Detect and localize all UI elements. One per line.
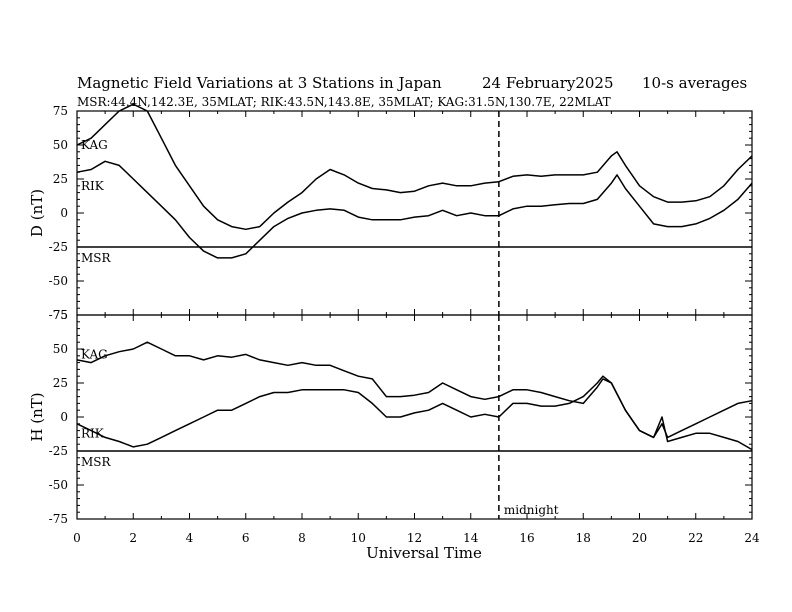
d-series-label-msr: MSR [81, 251, 112, 265]
d-y-tick-label: -75 [49, 308, 68, 322]
horizontal-panel: -75 -50 -25 0 25 50 75 H (nT) KAG RIK MSR [28, 308, 753, 526]
h-series-rik [76, 375, 753, 451]
d-y-tick-label: 75 [53, 104, 68, 118]
d-y-tick-label: 50 [53, 138, 68, 152]
x-tick-label: 4 [186, 531, 194, 545]
x-axis-label: Universal Time [366, 544, 482, 562]
x-tick-label: 20 [632, 531, 647, 545]
h-series-kag [76, 341, 753, 439]
x-tick-label: 24 [744, 531, 760, 545]
midnight-label: midnight [504, 503, 559, 517]
declination-panel: -75 -50 -25 0 25 50 75 D (nT) KAG RIK MSR [28, 103, 753, 322]
h-y-tick-label: -50 [49, 478, 68, 492]
x-tick-label: 22 [688, 531, 703, 545]
h-y-axis-label: H (nT) [28, 392, 46, 441]
d-series-label-kag: KAG [81, 138, 108, 152]
d-series-label-rik: RIK [81, 179, 105, 193]
x-tick-label: 6 [242, 531, 250, 545]
x-tick-label: 16 [519, 531, 534, 545]
x-tick-label: 10 [351, 531, 366, 545]
d-y-tick-label: 25 [53, 172, 68, 186]
x-tick-label: 0 [73, 531, 81, 545]
d-y-tick-label: -25 [49, 240, 68, 254]
h-panel-frame [76, 314, 753, 520]
station-coordinates: MSR:44.4N,142.3E, 35MLAT; RIK:43.5N,143.… [77, 95, 611, 109]
chart-averages: 10-s averages [642, 74, 747, 92]
h-y-tick-label: 25 [53, 376, 68, 390]
h-y-tick-label: -25 [49, 444, 68, 458]
d-y-tick-label: 0 [60, 206, 68, 220]
h-y-tick-label: 50 [53, 342, 68, 356]
h-y-tick-label: -75 [49, 512, 68, 526]
chart-date: 24 February2025 [482, 74, 614, 92]
d-y-tick-label: -50 [49, 274, 68, 288]
d-series-rik [76, 160, 753, 259]
x-tick-label: 12 [407, 531, 422, 545]
h-y-tick-label: 0 [60, 410, 68, 424]
d-panel-frame [76, 110, 753, 316]
x-tick-label: 8 [298, 531, 306, 545]
d-y-axis-label: D (nT) [28, 189, 46, 237]
h-series-label-rik: RIK [81, 426, 105, 440]
h-y-tick-label: 75 [53, 308, 68, 322]
x-tick-label: 14 [463, 531, 479, 545]
h-series-label-msr: MSR [81, 455, 112, 469]
d-series-kag [76, 103, 753, 231]
x-tick-label: 18 [576, 531, 591, 545]
h-series-label-kag: KAG [81, 347, 108, 361]
chart-title: Magnetic Field Variations at 3 Stations … [77, 74, 442, 92]
x-tick-label: 2 [129, 531, 137, 545]
